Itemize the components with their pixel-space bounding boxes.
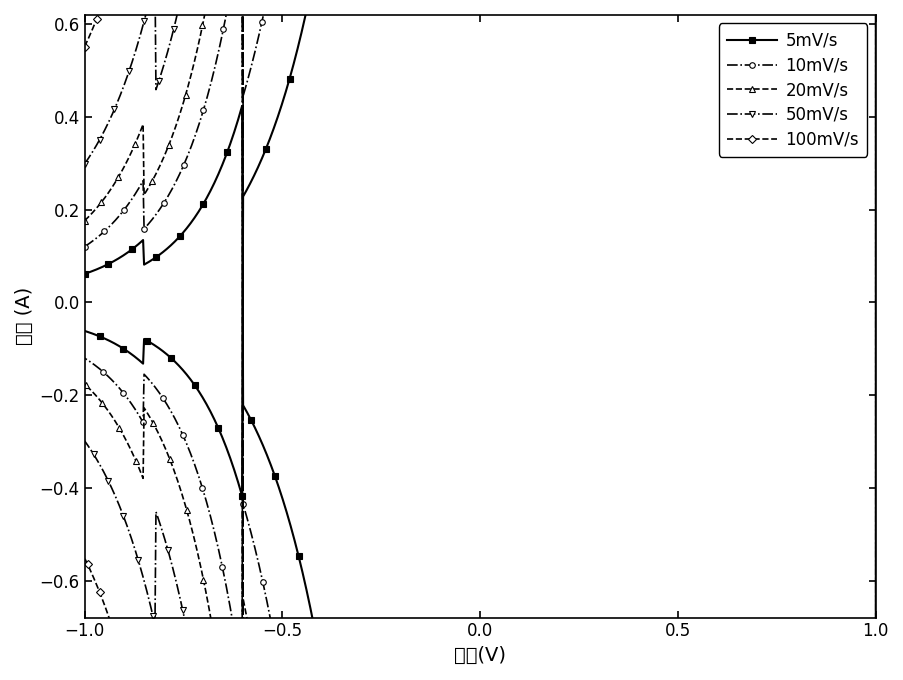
50mV/s [79,437,90,445]
Line: 5mV/s: 5mV/s [82,0,878,680]
Line: 10mV/s: 10mV/s [82,0,878,680]
5mV/s [79,327,90,335]
X-axis label: 电压(V): 电压(V) [453,646,506,665]
50mV/s [79,160,90,168]
50mV/s [109,105,120,114]
Line: 100mV/s: 100mV/s [82,0,878,680]
Legend: 5mV/s, 10mV/s, 20mV/s, 50mV/s, 100mV/s: 5mV/s, 10mV/s, 20mV/s, 50mV/s, 100mV/s [718,23,867,156]
Line: 20mV/s: 20mV/s [82,0,878,680]
100mV/s [79,554,90,562]
5mV/s [179,368,190,376]
20mV/s [79,216,90,224]
100mV/s [79,42,90,50]
20mV/s [179,499,190,507]
20mV/s [79,380,90,388]
Line: 50mV/s: 50mV/s [82,0,878,680]
50mV/s [179,615,190,624]
10mV/s [79,354,90,362]
10mV/s [79,243,90,251]
20mV/s [109,180,120,188]
Y-axis label: 电流 (A): 电流 (A) [15,287,34,345]
10mV/s [179,435,190,443]
10mV/s [109,218,120,226]
5mV/s [79,270,90,278]
5mV/s [109,257,120,265]
